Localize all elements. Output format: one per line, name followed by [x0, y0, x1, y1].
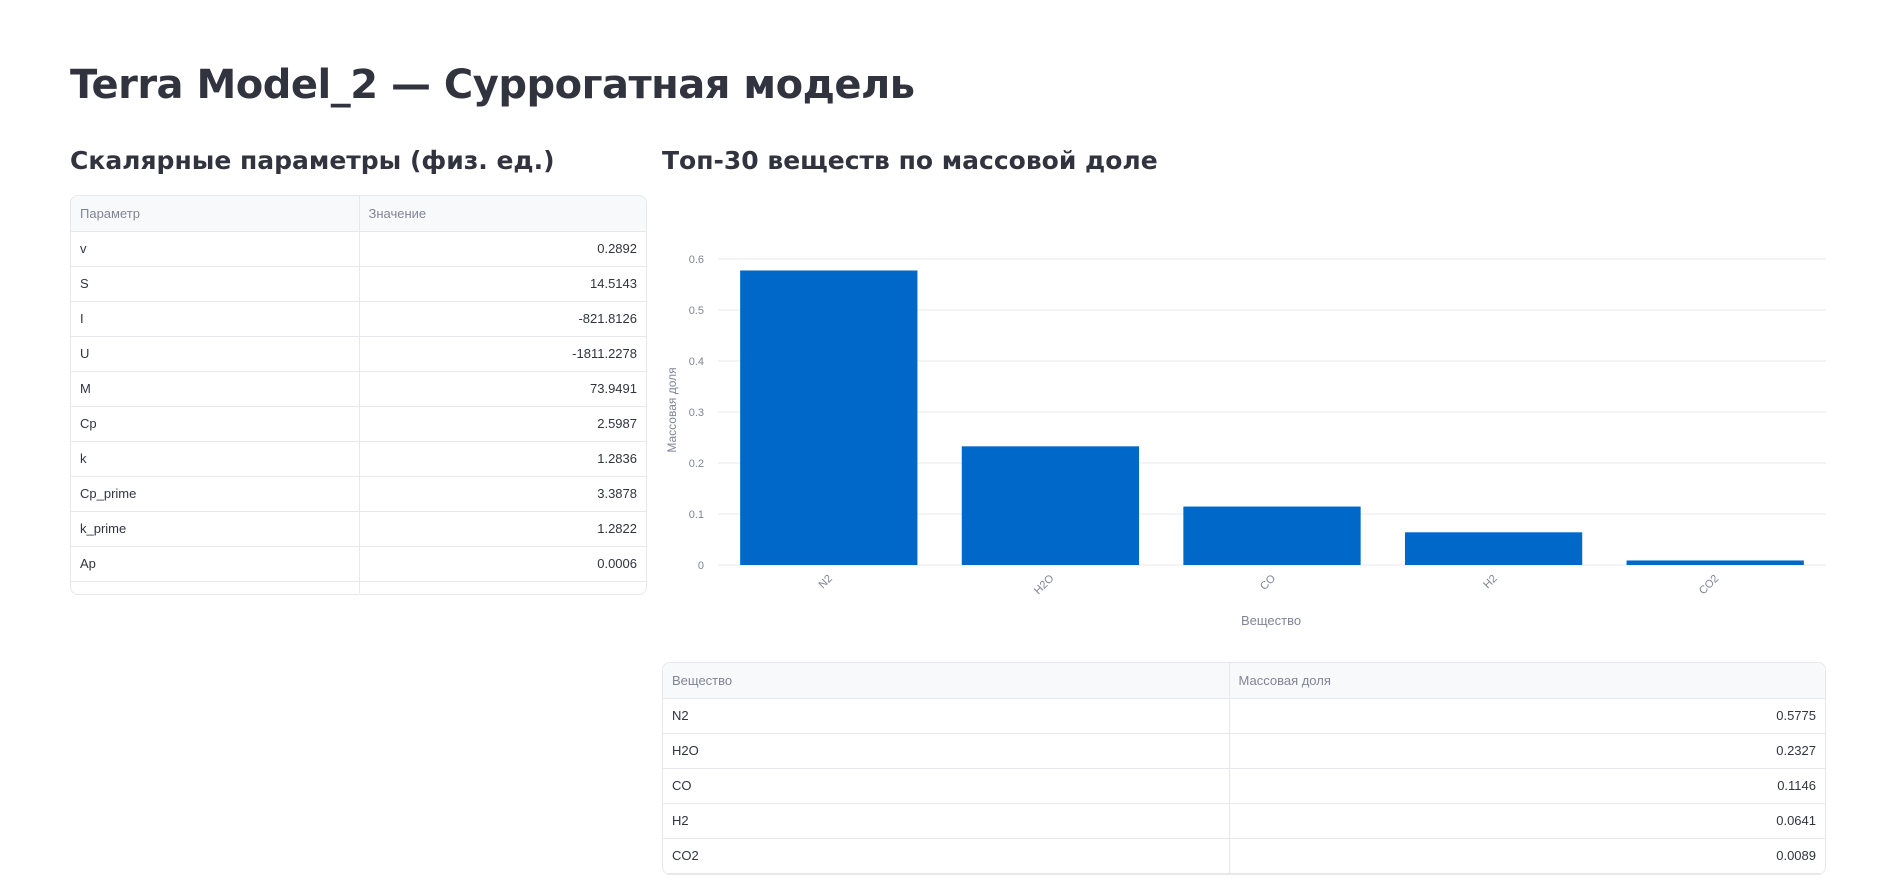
chart-y-tick-label: 0.1 — [689, 509, 704, 521]
cell-value: 14.5143 — [359, 266, 646, 302]
cell-value: 2.5987 — [359, 406, 646, 442]
cell-param: Cp — [71, 406, 360, 442]
chart-bar[interactable] — [1183, 506, 1361, 565]
table-row[interactable]: Cp_prime 3.3878 — [71, 476, 646, 512]
cell-value: 0.2892 — [359, 231, 646, 267]
table-row[interactable]: CO 0.1146 — [663, 768, 1825, 804]
table-row-partial[interactable] — [71, 581, 646, 593]
chart-x-axis-label: Вещество — [1241, 613, 1301, 628]
cell-param: M — [71, 371, 360, 407]
cell-species: CO2 — [663, 838, 1230, 874]
cell-value: -821.8126 — [359, 301, 646, 337]
cell-value: 0.0006 — [359, 546, 646, 582]
cell-value: 3.3878 — [359, 476, 646, 512]
table-row[interactable]: H2 0.0641 — [663, 803, 1825, 839]
table-row[interactable]: k 1.2836 — [71, 441, 646, 477]
table-row[interactable]: N2 0.5775 — [663, 698, 1825, 734]
cell-species: N2 — [663, 698, 1230, 734]
column-header-value[interactable]: Значение — [359, 196, 646, 232]
table-row[interactable]: v 0.2892 — [71, 231, 646, 267]
table-row[interactable]: H2O 0.2327 — [663, 733, 1825, 769]
table-row[interactable]: CO2 0.0089 — [663, 838, 1825, 874]
chart-y-tick-label: 0 — [698, 560, 704, 572]
mass-fraction-bar-chart[interactable]: 0 0.1 0.2 0.3 0.4 0.5 0.6 N2 H2O CO H2 CO2 Массова… — [662, 220, 1830, 640]
cell-param: U — [71, 336, 360, 372]
table-row[interactable]: U -1811.2278 — [71, 336, 646, 372]
chart-y-tick-label: 0.4 — [689, 356, 704, 368]
cell-mass-fraction: 0.0089 — [1229, 838, 1825, 874]
cell-mass-fraction: 0.5775 — [1229, 698, 1825, 734]
cell-param: I — [71, 301, 360, 337]
chart-y-tick-label: 0.3 — [689, 407, 704, 419]
chart-y-tick-label: 0.6 — [689, 254, 704, 266]
page-title: Terra Model_2 — Суррогатная модель — [70, 62, 915, 108]
chart-y-tick-labels: 0 0.1 0.2 0.3 0.4 0.5 0.6 — [689, 254, 704, 572]
cell-species: CO — [663, 768, 1230, 804]
chart-x-tick-label: H2 — [1481, 573, 1499, 591]
table-row[interactable]: Ap 0.0006 — [71, 546, 646, 582]
column-header-mass-fraction[interactable]: Массовая доля — [1229, 663, 1825, 699]
cell-mass-fraction: 0.0641 — [1229, 803, 1825, 839]
cell-param: k — [71, 441, 360, 477]
chart-bars — [740, 270, 1804, 565]
chart-bar[interactable] — [740, 270, 918, 565]
chart-bar[interactable] — [1626, 560, 1804, 565]
chart-bar[interactable] — [1404, 532, 1583, 565]
chart-bar[interactable] — [961, 446, 1140, 565]
cell-species: H2O — [663, 733, 1230, 769]
table-header-row: Вещество Массовая доля — [663, 663, 1825, 699]
chart-y-tick-label: 0.5 — [689, 305, 704, 317]
chart-x-tick-label: N2 — [816, 573, 834, 591]
table-row[interactable]: S 14.5143 — [71, 266, 646, 302]
top-species-heading: Топ-30 веществ по массовой доле — [662, 146, 1158, 175]
chart-x-tick-label: CO — [1258, 572, 1278, 592]
cell-mass-fraction: 0.2327 — [1229, 733, 1825, 769]
table-row[interactable]: k_prime 1.2822 — [71, 511, 646, 547]
table-row[interactable]: I -821.8126 — [71, 301, 646, 337]
table-row[interactable]: M 73.9491 — [71, 371, 646, 407]
cell-value: 1.2822 — [359, 511, 646, 547]
table-header-row: Параметр Значение — [71, 196, 646, 232]
cell-value: -1811.2278 — [359, 336, 646, 372]
column-header-species[interactable]: Вещество — [663, 663, 1230, 699]
column-header-parameter[interactable]: Параметр — [71, 196, 360, 232]
scalars-table[interactable]: Параметр Значение v 0.2892 S 14.5143 I -821… — [70, 195, 647, 595]
top-species-table[interactable]: Вещество Массовая доля N2 0.5775 H2O 0.232… — [662, 662, 1826, 875]
chart-x-tick-label: H2O — [1032, 572, 1057, 597]
cell-param: v — [71, 231, 360, 267]
chart-y-axis-label: Массовая доля — [665, 367, 679, 452]
table-row[interactable]: Cp 2.5987 — [71, 406, 646, 442]
cell-param: k_prime — [71, 511, 360, 547]
cell-param: S — [71, 266, 360, 302]
chart-x-tick-label: CO2 — [1697, 573, 1721, 597]
scalars-heading: Скалярные параметры (физ. ед.) — [70, 146, 555, 175]
cell-species: H2 — [663, 803, 1230, 839]
cell-value: 1.2836 — [359, 441, 646, 477]
cell-param: Ap — [71, 546, 360, 582]
cell-mass-fraction: 0.1146 — [1229, 768, 1825, 804]
cell-value: 73.9491 — [359, 371, 646, 407]
chart-y-tick-label: 0.2 — [689, 458, 704, 470]
cell-param: Cp_prime — [71, 476, 360, 512]
chart-x-tick-labels: N2 H2O CO H2 CO2 — [816, 572, 1721, 597]
